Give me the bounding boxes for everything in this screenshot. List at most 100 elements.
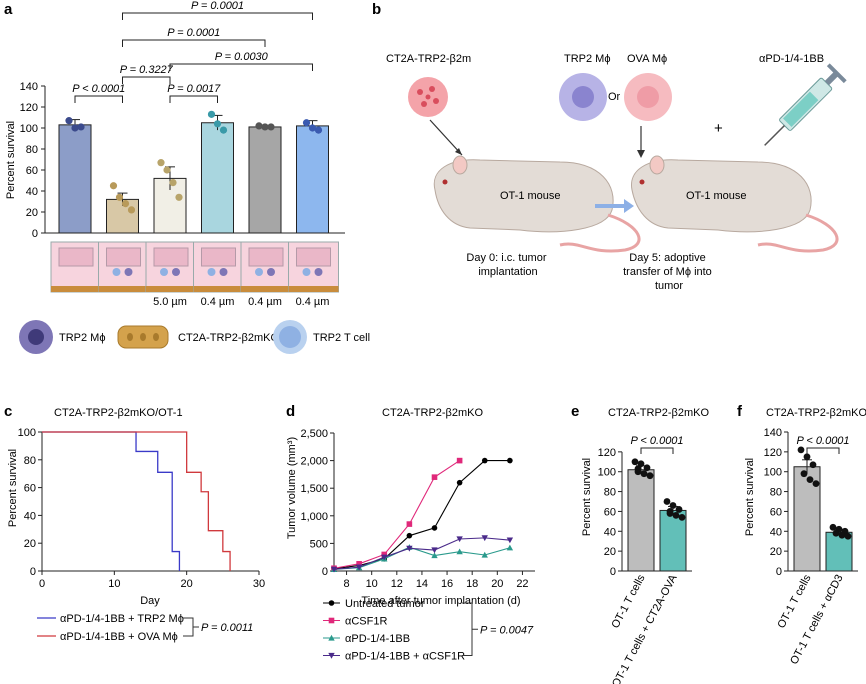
panel-a-bar [201,122,234,234]
day0-label: Day 0: i.c. tumor implantation [466,252,549,278]
panel-a-comparison-pvalue: P = 0.0030 [215,51,269,63]
panel-d-point [456,536,463,543]
panel-d-point [506,537,514,544]
panel-a-point [207,110,216,118]
transwell-tcell [207,268,216,276]
day5-label: Day 5: adoptive transfer of Mϕ into tumo… [623,252,715,292]
panel-c-xlabel: Day [140,595,160,607]
transwell-macrophage [219,268,228,276]
panel-d-point [330,566,338,573]
panel-a-point [267,123,275,131]
t-cell-icon [273,320,307,354]
panel-c-ytick-label: 0 [30,566,36,578]
transwell-insert [201,247,236,267]
panel-f-ytick-label: 80 [770,487,782,499]
transwell-insert [296,247,331,267]
panel-d-series-line [333,546,511,570]
panel-d-ytick-label: 1,000 [300,511,328,523]
panel-f-ytick-label: 140 [764,427,782,439]
timeline-arrow [595,199,634,213]
panel-d-point [431,525,438,531]
panel-d-chart: 0 500 1,000 1,500 2,000 2,500 8 10 12 14 16 18 20 22 [300,428,535,590]
panel-d-point [406,532,413,539]
tumor-cell-icon [408,77,448,117]
panel-label-e: e [571,403,579,420]
panel-e-comparison-bracket [640,447,674,454]
plus-label: + [714,120,723,137]
panel-a-point [163,166,171,174]
pore-size-label: 0.4 µm [201,296,235,308]
panel-f-point [838,531,846,539]
panel-d-point [481,551,488,558]
panel-c-xtick-label: 10 [108,578,120,590]
panel-d-point [506,544,514,551]
panel-f-point [829,523,837,531]
legend-trp2-mphi: TRP2 Mϕ [59,332,106,344]
panel-c-ytick-label: 80 [24,455,36,467]
panel-label-c: c [4,403,12,420]
panel-c-legend: αPD-1/4-1BB + TRP2 Mϕ αPD-1/4-1BB + OVA … [37,613,253,643]
panel-c-xtick-label: 30 [253,578,265,590]
panel-e-point [634,465,642,473]
panel-f-ytick-label: 120 [764,447,782,459]
panel-e-pvalue: P < 0.0001 [630,435,683,447]
panel-c-xtick-label: 20 [181,578,193,590]
syringe-icon [764,63,847,146]
transwell-insert [248,247,284,267]
panel-d-point [406,521,413,527]
panel-f-point [832,529,840,537]
panel-d-point [481,535,488,542]
panel-d-legend-label: αPD-1/4-1BB + αCSF1R [345,651,465,663]
panel-d-legend-marker [328,600,335,606]
panel-a-comparison-bracket [74,95,123,103]
panel-c-ytick-label: 100 [18,427,36,439]
panel-d-xtick-label: 8 [344,578,350,590]
panel-e-ytick-label: 120 [598,447,616,459]
panel-a-legend: TRP2 Mϕ CT2A-TRP2-β2mKO TRP2 T cell [19,320,370,354]
panel-d-legend: Untreated tumor αCSF1R αPD-1/4-1BB αPD-1/4-… [323,598,534,663]
transwell-macrophage [172,268,180,276]
panel-a-point [71,124,79,132]
transwell-tumor-layer [51,286,101,292]
panel-e-point [666,510,674,517]
panel-f-point [803,453,811,461]
panel-a-comparison-bracket [122,76,171,84]
panel-d-xlabel: Time after tumor implantation (d) [361,595,520,607]
panel-e-point [675,506,683,513]
panel-d-title: CT2A-TRP2-β2mKO [382,407,484,419]
panel-d-ytick-label: 2,500 [300,428,328,440]
tumor-line-label: CT2A-TRP2-β2m [386,53,471,65]
panel-a-point [302,119,311,127]
panel-a-point [157,159,165,167]
panel-d-ytick-label: 0 [322,566,328,578]
transwell-tcell [302,268,311,276]
panel-a-point [255,122,263,130]
panel-a-point [169,179,177,187]
transwell-tumor-layer [193,286,244,292]
panel-a-ytick-label: 80 [26,144,38,156]
panel-a-comparison-pvalue: P = 0.0001 [191,0,244,12]
panel-d-ytick-label: 500 [310,538,328,550]
panel-a-bar [58,124,92,234]
panel-d-xtick-label: 14 [416,578,428,590]
panel-a-ytick-label: 40 [26,186,38,198]
panel-a-bar [248,126,282,234]
panel-label-b: b [372,1,381,18]
transwell-tcell [255,268,263,276]
panel-e-point [672,512,680,519]
panel-d-point [507,457,513,464]
panel-d-point [481,457,488,464]
panel-d-xtick-label: 12 [391,578,403,590]
panel-e-point [646,472,654,480]
panel-a-ytick-label: 140 [20,81,38,93]
panel-d-ylabel: Tumor volume (mm³) [286,437,298,539]
transwell-tumor-layer [288,286,339,292]
panel-e-point [640,470,648,478]
transwell-illustrations: 5.0 µm 0.4 µm 0.4 µm 0.4 µm [50,241,339,308]
panel-label-d: d [286,403,295,420]
panel-a-ytick-label: 100 [20,123,38,135]
panel-d-point [406,545,413,552]
panel-a-point [109,182,118,190]
panel-e-ytick-label: 0 [610,566,616,578]
